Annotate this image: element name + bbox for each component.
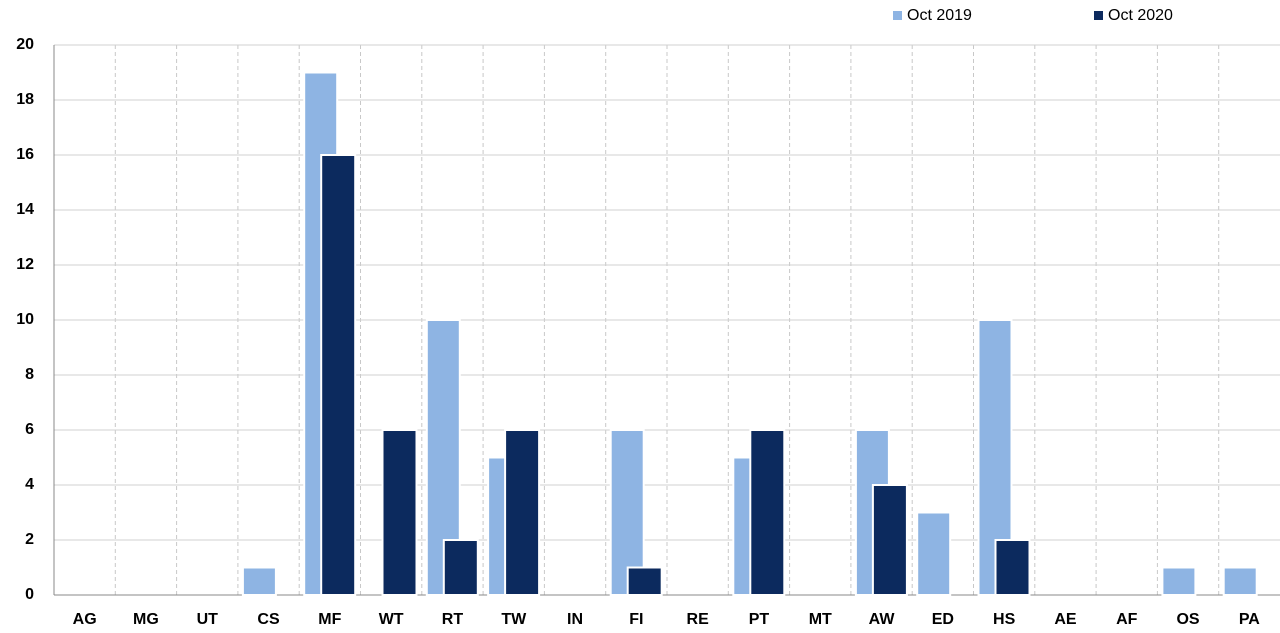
legend-swatch bbox=[893, 11, 902, 20]
bar bbox=[320, 154, 357, 596]
bar bbox=[1161, 566, 1197, 596]
x-tick-label: AW bbox=[869, 611, 896, 628]
x-tick-label: IN bbox=[567, 611, 583, 628]
bar bbox=[241, 566, 277, 596]
x-tick-label: RE bbox=[687, 611, 710, 628]
bar bbox=[871, 484, 908, 596]
x-tick-label: MG bbox=[133, 611, 159, 628]
y-tick-label: 8 bbox=[25, 366, 34, 383]
x-tick-label: AE bbox=[1054, 611, 1077, 628]
bar bbox=[749, 429, 786, 596]
y-tick-label: 18 bbox=[16, 91, 34, 108]
x-tick-label: TW bbox=[501, 611, 527, 628]
x-tick-label: ED bbox=[932, 611, 954, 628]
x-tick-label: PT bbox=[749, 611, 770, 628]
x-tick-label: AG bbox=[73, 611, 97, 628]
y-tick-label: 2 bbox=[25, 531, 34, 548]
x-tick-label: UT bbox=[197, 611, 219, 628]
x-tick-label: RT bbox=[442, 611, 464, 628]
x-tick-label: MF bbox=[318, 611, 341, 628]
y-tick-label: 6 bbox=[25, 421, 34, 438]
y-tick-label: 20 bbox=[16, 36, 34, 53]
y-tick-label: 16 bbox=[16, 146, 34, 163]
bar bbox=[916, 511, 952, 596]
x-tick-label: CS bbox=[257, 611, 280, 628]
y-tick-label: 4 bbox=[25, 476, 34, 493]
bar bbox=[626, 566, 663, 596]
bar bbox=[381, 429, 418, 596]
legend-swatch bbox=[1094, 11, 1103, 20]
x-tick-label: FI bbox=[629, 611, 643, 628]
bar bbox=[504, 429, 541, 596]
x-tick-label: AF bbox=[1116, 611, 1138, 628]
bar bbox=[1222, 566, 1258, 596]
legend-label: Oct 2019 bbox=[907, 7, 972, 24]
bar bbox=[994, 539, 1031, 596]
x-tick-label: WT bbox=[379, 611, 404, 628]
y-tick-label: 12 bbox=[16, 256, 34, 273]
y-tick-label: 14 bbox=[16, 201, 34, 218]
bar bbox=[442, 539, 479, 596]
x-tick-label: MT bbox=[809, 611, 832, 628]
legend-label: Oct 2020 bbox=[1108, 7, 1173, 24]
y-tick-label: 0 bbox=[25, 586, 34, 603]
x-tick-label: OS bbox=[1176, 611, 1199, 628]
x-tick-label: HS bbox=[993, 611, 1016, 628]
y-tick-label: 10 bbox=[16, 311, 34, 328]
x-tick-label: PA bbox=[1239, 611, 1260, 628]
